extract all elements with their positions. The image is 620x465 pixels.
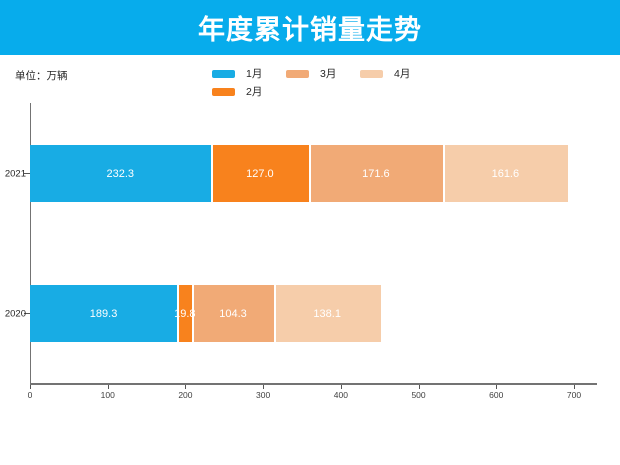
bar-value-label: 232.3 [106, 167, 135, 180]
y-axis-category-label: 2021 [4, 168, 26, 179]
bar-value-label: 19.8 [174, 307, 196, 320]
x-axis-tick [107, 384, 109, 389]
legend-label: 4月 [394, 68, 411, 80]
bar-segment-2021-1月 [30, 145, 211, 202]
bar-segment-2021-2月 [210, 145, 310, 202]
bar-segment-2020-4月 [273, 285, 381, 342]
legend-item-3月: 3月 [286, 66, 336, 81]
bar-segment-2021-3月 [309, 145, 443, 202]
x-axis-tick [30, 384, 31, 389]
x-axis-tick-label: 700 [566, 390, 582, 400]
header-banner: 年度累计销量走势 [0, 0, 620, 55]
x-axis-tick-label: 200 [178, 390, 193, 400]
x-axis-tick-label: 600 [489, 390, 504, 400]
bar-segment-2020-1月 [30, 285, 178, 342]
x-axis-tick-label: 500 [411, 390, 426, 400]
legend-swatch-icon [286, 69, 309, 78]
y-axis-tick [24, 313, 30, 314]
legend-label: 1月 [246, 68, 263, 80]
x-axis-tick [185, 384, 187, 389]
bar-value-label: 138.1 [313, 307, 341, 320]
legend-swatch-icon [212, 69, 235, 78]
x-axis-tick [418, 384, 420, 389]
legend-item-4月: 4月 [360, 66, 410, 81]
bar-segment-2020-2月 [177, 285, 193, 342]
x-axis-tick-label: 100 [100, 390, 115, 400]
bar-value-label: 104.3 [219, 307, 247, 320]
bar-segment-2021-4月 [442, 145, 569, 202]
legend-label: 2月 [246, 86, 263, 98]
y-axis-category-label: 2020 [4, 308, 26, 319]
x-axis-tick [573, 384, 575, 389]
x-axis-tick-label: 400 [333, 390, 348, 400]
bar-value-label: 127.0 [246, 167, 274, 180]
x-axis-tick [496, 384, 498, 389]
bar-value-label: 171.6 [362, 167, 390, 180]
legend-item-1月: 1月 [212, 66, 262, 81]
x-axis-tick-label: 300 [256, 390, 271, 400]
legend-swatch-icon [360, 69, 383, 78]
legend-label: 3月 [320, 68, 337, 80]
bar-value-label: 161.6 [491, 167, 520, 180]
x-axis-line [30, 383, 597, 385]
unit-label: 单位：万辆 [15, 70, 68, 82]
bar-value-label: 189.3 [89, 307, 118, 320]
page-title: 年度累计销量走势 [198, 15, 422, 45]
y-axis-tick [24, 173, 30, 174]
bar-segment-2020-3月 [192, 285, 274, 342]
y-axis-line [30, 103, 31, 383]
x-axis-tick-label: 0 [27, 390, 33, 400]
x-axis-tick [263, 384, 265, 389]
legend-item-2月: 2月 [212, 84, 262, 99]
legend-swatch-icon [212, 87, 235, 96]
x-axis-tick [340, 384, 342, 389]
